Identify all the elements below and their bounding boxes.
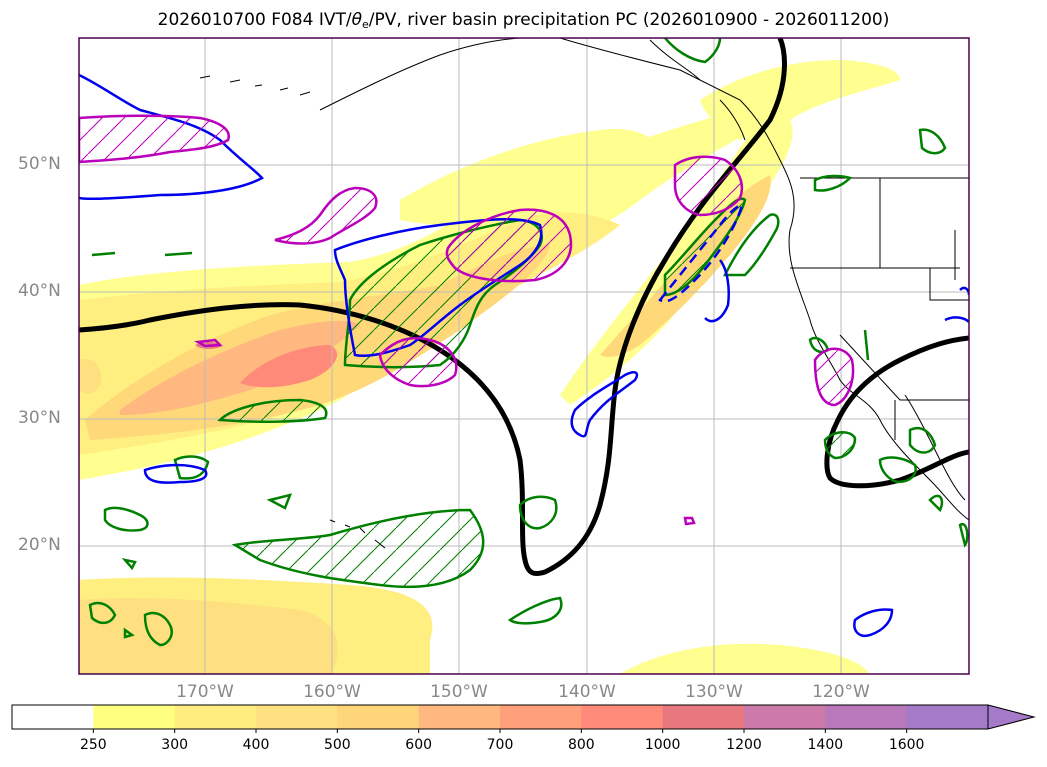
ivt-300-south [79,598,338,674]
ivt-600-band [120,320,360,415]
magenta-small [194,338,696,526]
blue-se [853,608,894,637]
ivt-250-north-coast [700,60,900,140]
lon-label-150w: 150°W [430,682,488,702]
ivt-250-left-edge [79,359,102,394]
colorbar-tick-label: 1000 [644,737,681,753]
colorbar-swatch [581,705,664,729]
lon-label-140w: 140°W [558,682,616,702]
blue-south-west [143,463,208,484]
lat-label-50n: 50°N [18,154,61,174]
green-west-blob [217,398,328,423]
lon-label-120w: 120°W [812,682,870,702]
colorbar-tick-label: 400 [242,737,270,753]
colorbar-swatch [906,705,989,729]
map-area [79,38,969,674]
aleutians [199,75,311,96]
colorbar-tick-label: 300 [161,737,189,753]
green-south-blob-left [173,455,210,480]
ivt-250-band-north [400,129,660,226]
colorbar-swatch [93,705,176,729]
magenta-east [813,347,855,407]
bc-islands [649,39,746,141]
green-hawaii [231,508,485,589]
green-coast-ar2 [722,213,780,277]
colorbar-tick-label: 1600 [888,737,925,753]
green-coast-ar [663,197,747,297]
green-north-coast [664,38,722,64]
blue-mid [570,371,639,438]
green-east-blob1 [878,456,917,484]
colorbar-tick-label: 600 [405,737,433,753]
colorbar-swatch [744,705,826,729]
theta-e-west [79,38,787,576]
blue-central [333,218,543,357]
graticule [79,38,969,674]
green-south-west [103,506,149,532]
state-borders [790,178,969,440]
colorbar-swatch [256,705,338,729]
ivt-250-south-east [620,643,870,674]
colorbar-tick-label: 250 [79,737,107,753]
coastlines [199,38,969,549]
green-east-blob4 [813,174,853,192]
lon-label-130w: 130°W [685,682,743,702]
blue-coastal2 [704,259,730,323]
alaska-coast [319,38,969,521]
lat-label-20n: 20°N [18,535,61,555]
green-south-tiny [121,558,137,639]
green-south-mid [507,596,563,625]
green-blob-right [928,494,969,548]
green-east-blob3 [918,128,947,155]
colorbar-tick-label: 500 [323,737,351,753]
colorbar-extend-arrow [987,704,1036,730]
colorbar-tick-label: 700 [486,737,514,753]
colorbar-tick-label: 800 [567,737,595,753]
lon-label-160w: 160°W [303,682,361,702]
magenta-central [445,208,573,283]
blue-contours [79,73,969,637]
green-mid-blob [518,495,558,530]
colorbar-swatch [500,705,582,729]
colorbar-swatch [418,705,501,729]
magenta-central-north [274,186,378,245]
hawaii [329,519,386,549]
magenta-nw [79,114,230,164]
ivt-800-core [240,345,338,388]
lon-label-170w: 170°W [176,682,234,702]
colorbar-swatch [825,705,908,729]
colorbar-swatch [337,705,420,729]
green-south-west3 [143,611,173,647]
blue-coastal [658,203,744,303]
colorbar-swatch [662,705,745,729]
magenta-coastal [673,155,744,217]
colorbar-swatch [12,705,94,729]
blue-nw [79,73,264,201]
magenta-south-ar [378,336,458,388]
colorbar-swatch [174,705,257,729]
green-east-ca [863,329,870,361]
lat-label-40n: 40°N [18,281,61,301]
green-east-blob2 [823,431,857,460]
magenta-contours [79,114,855,526]
green-east-blob5 [908,426,937,454]
green-small-1 [91,251,293,510]
baja [904,394,966,501]
colorbar-tick-label: 1200 [726,737,762,753]
map-frame [78,37,970,675]
green-south-west2 [88,601,117,625]
colorbar-tick-label: 1400 [807,737,844,753]
lat-label-30n: 30°N [18,408,61,428]
green-contours [88,38,969,647]
colorbar [11,704,1036,733]
chart-title: 2026010700 F084 IVT/θe/PV, river basin p… [157,10,890,31]
